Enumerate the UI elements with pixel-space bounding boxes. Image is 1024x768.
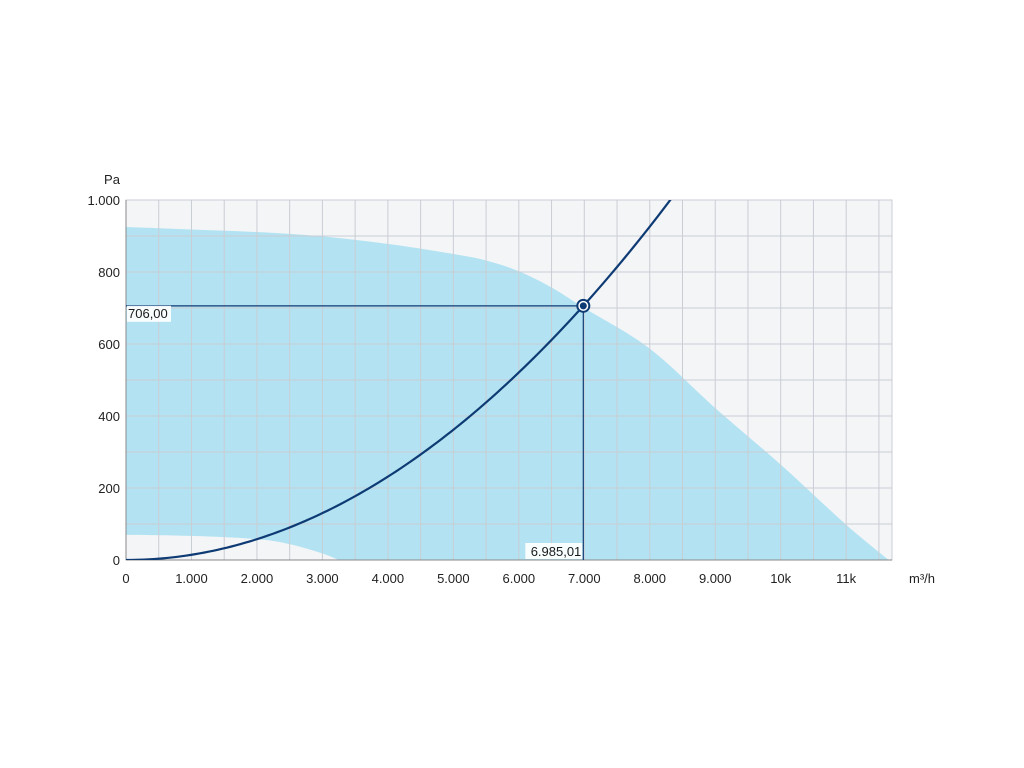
operating-point-x-label-background (525, 543, 583, 559)
x-tick-label: 3.000 (306, 571, 339, 586)
y-tick-label: 0 (113, 553, 120, 568)
x-tick-label: 11k (836, 571, 856, 586)
y-tick-label: 800 (98, 265, 120, 280)
operating-point-x-label: 6.985,01 (531, 544, 582, 559)
x-tick-label: 9.000 (699, 571, 732, 586)
labels-layer: 706,00 6.985,01 (127, 305, 583, 559)
y-tick-label: 200 (98, 481, 120, 496)
x-axis-unit-label: m³/h (909, 571, 935, 586)
x-tick-label: 6.000 (503, 571, 536, 586)
grid-layer (125, 199, 893, 561)
operating-point-layer (126, 298, 591, 560)
operating-range-area (126, 227, 889, 560)
x-tick-label: 2.000 (241, 571, 274, 586)
x-tick-label: 7.000 (568, 571, 601, 586)
x-tick-label: 8.000 (633, 571, 666, 586)
operating-point-y-label-background (127, 305, 171, 322)
x-tick-label: 0 (122, 571, 129, 586)
x-tick-label: 4.000 (372, 571, 405, 586)
y-axis-unit-label: Pa (104, 172, 121, 187)
operating-range-layer (126, 227, 889, 560)
axes-layer: 0 1.000 2.000 3.000 4.000 5.000 6.000 7.000 8.00… (87, 172, 935, 586)
y-tick-label: 600 (98, 337, 120, 352)
x-tick-label: 1.000 (175, 571, 208, 586)
y-tick-label: 400 (98, 409, 120, 424)
x-tick-label: 5.000 (437, 571, 470, 586)
operating-point-y-label: 706,00 (128, 306, 168, 321)
operating-point-marker (579, 302, 587, 310)
x-tick-label: 10k (770, 571, 791, 586)
y-tick-label: 1.000 (87, 193, 120, 208)
